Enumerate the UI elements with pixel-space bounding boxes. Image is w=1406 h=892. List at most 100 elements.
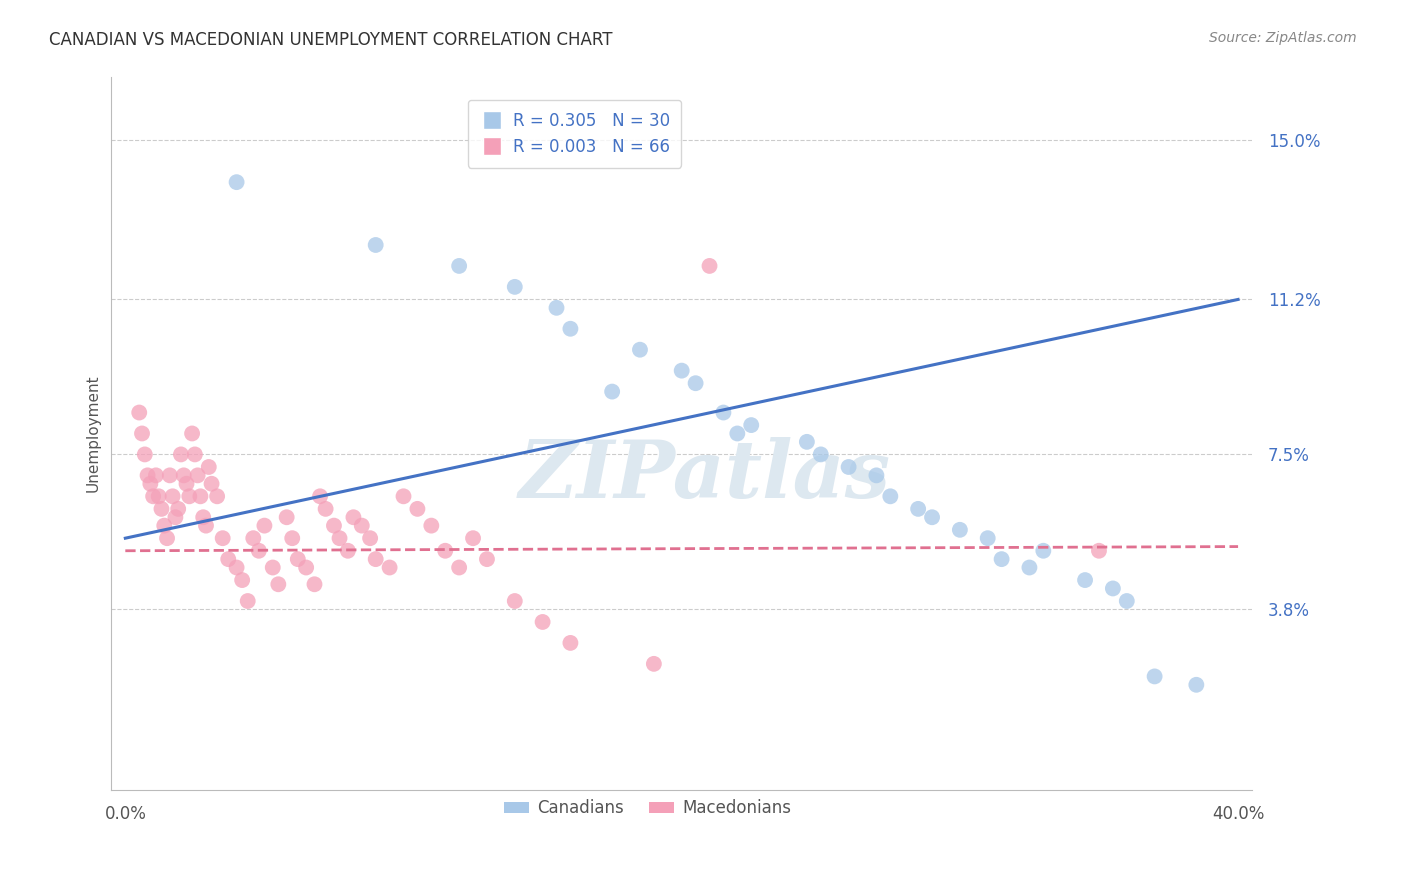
Point [211,531,233,545]
Point [131,426,153,441]
Point [643,657,665,671]
Point [184,447,207,461]
Point [247,543,270,558]
Text: ZIPatlas: ZIPatlas [519,437,890,515]
Point [170,447,193,461]
Point [323,518,346,533]
Point [364,238,387,252]
Point [276,510,298,524]
Point [179,489,201,503]
Point [449,259,471,273]
Point [200,476,222,491]
Point [309,489,332,503]
Point [1102,582,1125,596]
Point [231,573,253,587]
Point [236,594,259,608]
Point [713,405,735,419]
Point [187,468,209,483]
Point [907,501,929,516]
Point [475,552,498,566]
Point [159,468,181,483]
Point [150,501,173,516]
Point [176,476,198,491]
Point [1115,594,1137,608]
Point [139,476,162,491]
Point [217,552,239,566]
Point [134,447,156,461]
Legend: Canadians, Macedonians: Canadians, Macedonians [498,793,797,824]
Point [392,489,415,503]
Point [796,434,818,449]
Point [990,552,1012,566]
Point [145,468,167,483]
Point [225,560,247,574]
Point [879,489,901,503]
Point [699,259,721,273]
Point [1032,543,1054,558]
Point [315,501,337,516]
Point [865,468,887,483]
Point [503,280,526,294]
Point [560,636,582,650]
Point [342,510,364,524]
Point [531,615,554,629]
Point [148,489,170,503]
Point [156,531,179,545]
Point [434,543,457,558]
Y-axis label: Unemployment: Unemployment [86,375,100,492]
Text: Source: ZipAtlas.com: Source: ZipAtlas.com [1209,31,1357,45]
Point [328,531,350,545]
Point [921,510,943,524]
Point [420,518,443,533]
Point [165,510,187,524]
Point [740,418,762,433]
Point [136,468,159,483]
Point [503,594,526,608]
Point [190,489,212,503]
Point [242,531,264,545]
Point [671,364,693,378]
Point [406,501,429,516]
Point [838,460,860,475]
Point [142,489,165,503]
Point [253,518,276,533]
Point [1088,543,1111,558]
Point [336,543,359,558]
Point [1074,573,1097,587]
Point [153,518,176,533]
Point [173,468,195,483]
Point [195,518,218,533]
Point [128,405,150,419]
Point [1185,678,1208,692]
Point [295,560,318,574]
Point [949,523,972,537]
Point [281,531,304,545]
Point [628,343,651,357]
Point [167,501,190,516]
Point [546,301,568,315]
Text: CANADIAN VS MACEDONIAN UNEMPLOYMENT CORRELATION CHART: CANADIAN VS MACEDONIAN UNEMPLOYMENT CORR… [49,31,613,49]
Point [262,560,284,574]
Point [364,552,387,566]
Point [1018,560,1040,574]
Point [350,518,373,533]
Point [461,531,484,545]
Point [560,322,582,336]
Point [162,489,184,503]
Point [181,426,204,441]
Point [267,577,290,591]
Point [976,531,998,545]
Point [359,531,381,545]
Point [197,460,219,475]
Point [600,384,623,399]
Point [205,489,228,503]
Point [287,552,309,566]
Point [685,376,707,391]
Point [725,426,748,441]
Point [1143,669,1166,683]
Point [304,577,326,591]
Point [810,447,832,461]
Point [378,560,401,574]
Point [193,510,215,524]
Point [449,560,471,574]
